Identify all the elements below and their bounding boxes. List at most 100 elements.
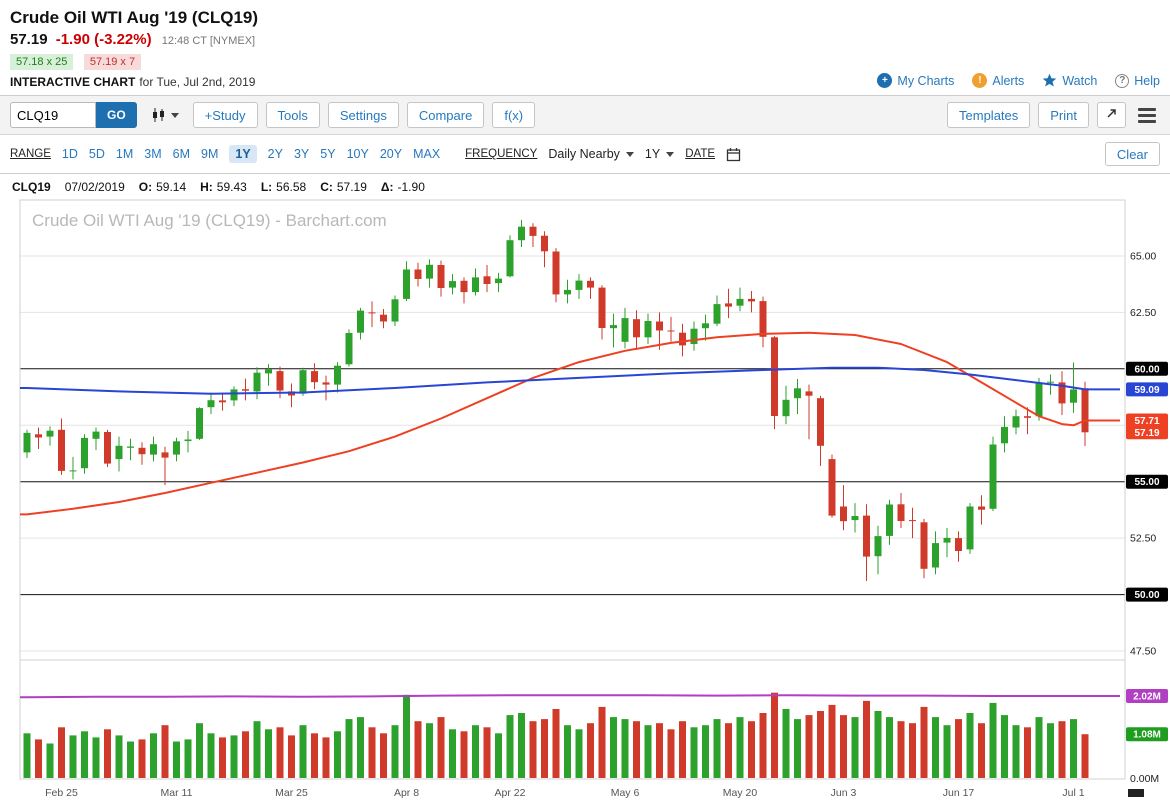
range-label: RANGE	[10, 148, 51, 160]
range-item-1d[interactable]: 1D	[61, 147, 78, 161]
low-label: L:	[260, 180, 273, 194]
date-label[interactable]: DATE	[685, 148, 716, 160]
frequency-value: Daily Nearby	[548, 147, 620, 161]
ohlc-change: Δ: -1.90	[381, 180, 425, 194]
alerts-icon: !	[972, 73, 988, 88]
bid-quote: 57.18 x 25	[10, 54, 74, 70]
watch-star-icon	[1042, 73, 1057, 88]
add-study-button[interactable]: +Study	[192, 102, 258, 128]
ask-quote: 57.19 x 7	[83, 54, 142, 70]
range-item-10y[interactable]: 10Y	[346, 147, 369, 161]
range-item-3m[interactable]: 3M	[144, 147, 162, 161]
tools-button[interactable]: Tools	[265, 102, 320, 128]
expand-icon	[1105, 107, 1118, 120]
ohlc-high: H: 59.43	[200, 180, 247, 194]
quote-summary: Crude Oil WTI Aug '19 (CLQ19) 57.19 -1.9…	[10, 8, 258, 89]
svg-text:Feb 25: Feb 25	[45, 787, 78, 799]
range-item-1y-active[interactable]: 1Y	[229, 145, 257, 163]
watch-link[interactable]: Watch	[1042, 73, 1097, 88]
interactive-chart-row: INTERACTIVE CHART for Tue, Jul 2nd, 2019	[10, 75, 258, 89]
svg-text:50.00: 50.00	[1134, 590, 1159, 601]
svg-text:52.50: 52.50	[1130, 533, 1156, 545]
ohlc-symbol: CLQ19	[12, 180, 51, 194]
open-value: 59.14	[156, 180, 187, 194]
low-value: 56.58	[276, 180, 307, 194]
symbol-search: GO	[10, 102, 137, 128]
watch-label: Watch	[1062, 73, 1098, 88]
svg-text:0.00M: 0.00M	[1130, 773, 1159, 785]
range-item-20y[interactable]: 20Y	[379, 147, 403, 161]
svg-text:65.00: 65.00	[1130, 251, 1156, 263]
ohlc-low: L: 56.58	[261, 180, 306, 194]
svg-text:59.09: 59.09	[1134, 385, 1159, 396]
symbol-input[interactable]	[10, 102, 96, 128]
calendar-icon[interactable]	[726, 147, 741, 162]
menu-icon[interactable]	[1134, 106, 1160, 125]
svg-text:1.08M: 1.08M	[1133, 730, 1161, 741]
svg-text:Jun 3: Jun 3	[831, 787, 857, 799]
change-value: -1.90	[397, 180, 425, 194]
svg-text:47.50: 47.50	[1130, 646, 1156, 658]
high-value: 59.43	[216, 180, 247, 194]
frequency-label: FREQUENCY	[465, 148, 538, 160]
range-toolbar: RANGE 1D 5D 1M 3M 6M 9M 1Y 2Y 3Y 5Y 10Y …	[0, 135, 1170, 174]
svg-text:Jun 17: Jun 17	[943, 787, 975, 799]
svg-text:Jul 1: Jul 1	[1062, 787, 1084, 799]
compare-button[interactable]: Compare	[406, 102, 485, 128]
chart-area[interactable]: Crude Oil WTI Aug '19 (CLQ19) - Barchart…	[0, 198, 1170, 811]
price-row: 57.19 -1.90 (-3.22%) 12:48 CT [NYMEX]	[10, 31, 258, 48]
header-links: + My Charts ! Alerts Watch ? Help	[877, 73, 1160, 89]
caret-down-icon	[666, 151, 675, 157]
range-item-5d[interactable]: 5D	[88, 147, 105, 161]
templates-button[interactable]: Templates	[947, 102, 1031, 128]
svg-text:Apr 22: Apr 22	[495, 787, 526, 799]
change-label: Δ:	[380, 180, 394, 194]
svg-text:May 20: May 20	[723, 787, 758, 799]
interactive-chart-label: INTERACTIVE CHART	[10, 75, 136, 89]
last-price: 57.19	[10, 31, 48, 48]
help-label: Help	[1134, 73, 1160, 88]
svg-text:60.00: 60.00	[1134, 364, 1159, 375]
svg-text:Mar 25: Mar 25	[275, 787, 308, 799]
range-item-9m[interactable]: 9M	[201, 147, 219, 161]
alerts-label: Alerts	[992, 73, 1025, 88]
period-value: 1Y	[644, 147, 661, 161]
alerts-link[interactable]: ! Alerts	[972, 73, 1024, 88]
ohlc-open: O: 59.14	[139, 180, 186, 194]
svg-text:Crude Oil WTI Aug '19 (CLQ19): Crude Oil WTI Aug '19 (CLQ19) - Barchart…	[32, 211, 387, 230]
price-volume-chart[interactable]: Crude Oil WTI Aug '19 (CLQ19) - Barchart…	[0, 198, 1170, 806]
caret-down-icon	[625, 151, 634, 157]
ohlc-readout: CLQ19 07/02/2019 O: 59.14 H: 59.43 L: 56…	[0, 174, 1170, 198]
close-value: 57.19	[336, 180, 367, 194]
close-label: C:	[320, 180, 333, 194]
quote-time: 12:48 CT [NYMEX]	[161, 35, 256, 47]
candlestick-chart-icon	[151, 107, 167, 123]
my-charts-link[interactable]: + My Charts	[877, 73, 954, 88]
svg-text:May 6: May 6	[611, 787, 640, 799]
range-item-3y[interactable]: 3Y	[293, 147, 310, 161]
fx-button[interactable]: f(x)	[492, 102, 536, 128]
frequency-dropdown[interactable]: Daily Nearby	[548, 147, 634, 161]
range-item-1m[interactable]: 1M	[115, 147, 134, 161]
svg-text:57.71: 57.71	[1134, 416, 1159, 427]
period-dropdown[interactable]: 1Y	[644, 147, 675, 161]
help-link[interactable]: ? Help	[1115, 73, 1160, 88]
range-item-5y[interactable]: 5Y	[320, 147, 336, 161]
settings-button[interactable]: Settings	[327, 102, 399, 128]
print-button[interactable]: Print	[1038, 102, 1089, 128]
range-item-max[interactable]: MAX	[413, 147, 441, 161]
price-change: -1.90 (-3.22%)	[55, 31, 152, 48]
chart-type-dropdown[interactable]	[145, 107, 185, 123]
range-item-2y[interactable]: 2Y	[267, 147, 283, 161]
range-item-6m[interactable]: 6M	[172, 147, 190, 161]
my-charts-icon: +	[877, 73, 893, 88]
help-icon: ?	[1115, 73, 1130, 88]
svg-text:Mar 11: Mar 11	[161, 787, 193, 799]
clear-button[interactable]: Clear	[1104, 142, 1160, 166]
ohlc-date: 07/02/2019	[64, 180, 125, 194]
chart-toolbar: GO +Study Tools Settings Compare f(x) Te…	[0, 96, 1170, 135]
high-label: H:	[200, 180, 213, 194]
expand-button[interactable]	[1097, 102, 1126, 128]
go-button[interactable]: GO	[96, 102, 137, 128]
